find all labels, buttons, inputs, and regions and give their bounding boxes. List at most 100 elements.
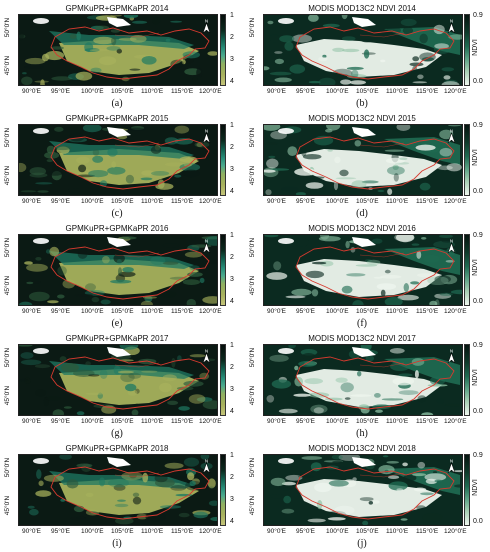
longitude-label: 100°0'E [81, 88, 104, 95]
longitude-label: 100°0'E [81, 198, 104, 205]
texture-patch [125, 383, 137, 392]
ndvi-panel-5: MODIS MOD13C2 NDVI 2018 N 50°0'N 45°0'N 90°0… [245, 442, 490, 552]
longitude-label: 90°0'E [22, 528, 42, 535]
country-boundary [295, 246, 455, 300]
texture-patch [412, 65, 418, 74]
texture-patch [187, 472, 195, 481]
panel-title: MODIS MOD13C2 NDVI 2015 [308, 114, 416, 123]
map-frame: N [18, 234, 218, 306]
texture-patch [381, 398, 404, 401]
texture-patch [132, 492, 140, 497]
colorbar-tick-label: 3 [230, 276, 234, 283]
snow-patch [107, 457, 131, 467]
texture-patch [394, 235, 414, 242]
ndvi-colorbar [464, 454, 470, 526]
colorbar-tick-label: 3 [230, 386, 234, 393]
panel-title: GPMKuPR+GPMKaPR 2015 [65, 114, 169, 123]
texture-patch [24, 65, 44, 69]
texture-patch [327, 517, 346, 521]
texture-patch [349, 80, 366, 85]
texture-patch [445, 345, 462, 350]
latitude-label: 45°0'N [249, 385, 257, 406]
longitude-label: 120°0'E [199, 418, 222, 425]
north-label: N [205, 19, 208, 24]
texture-patch [322, 54, 327, 59]
texture-patch [452, 470, 462, 473]
texture-patch [181, 59, 186, 65]
panel-title: MODIS MOD13C2 NDVI 2018 [308, 444, 416, 453]
texture-patch [154, 408, 158, 415]
texture-patch [415, 144, 436, 151]
texture-patch [48, 238, 59, 245]
map-frame: N [18, 14, 218, 86]
texture-patch [432, 287, 451, 295]
latitude-label: 45°0'N [249, 55, 257, 76]
texture-patch [102, 256, 110, 264]
longitude-label: 110°0'E [141, 418, 164, 425]
colorbar-label: NDVI [471, 149, 479, 166]
texture-patch [78, 164, 87, 173]
latitude-label: 50°0'N [249, 127, 257, 148]
texture-patch [396, 235, 415, 243]
texture-patch [387, 166, 405, 176]
north-label: N [450, 239, 453, 244]
map-frame: N [263, 344, 463, 416]
north-arrow-icon: N [202, 129, 211, 144]
texture-patch [106, 46, 121, 51]
texture-patch [24, 261, 33, 265]
texture-patch [295, 192, 306, 195]
map-image [264, 235, 462, 305]
texture-patch [419, 52, 436, 62]
texture-patch [384, 297, 403, 305]
texture-patch [387, 188, 393, 195]
texture-patch [196, 67, 203, 78]
longitude-label: 105°0'E [356, 198, 379, 205]
texture-patch [266, 272, 288, 280]
texture-patch [59, 455, 72, 460]
longitude-label: 95°0'E [296, 308, 316, 315]
texture-patch [192, 76, 198, 82]
texture-patch [179, 163, 201, 172]
texture-patch [189, 480, 196, 486]
texture-patch [311, 261, 327, 265]
map-image [19, 455, 217, 525]
texture-patch [51, 76, 73, 81]
latitude-label: 45°0'N [249, 495, 257, 516]
texture-patch [432, 471, 438, 474]
colorbar-tick-label: 1 [230, 122, 234, 129]
texture-patch [183, 457, 200, 467]
texture-patch [116, 259, 122, 265]
texture-patch [85, 361, 91, 366]
longitude-label: 120°0'E [199, 88, 222, 95]
texture-patch [116, 48, 123, 54]
classification-panel-1: GPMKuPR+GPMKaPR 2014 N 50°0'N 45°0'N 90°0'E 9… [0, 2, 245, 112]
longitude-label: 115°0'E [171, 418, 194, 425]
longitude-label: 100°0'E [81, 308, 104, 315]
texture-patch [315, 293, 328, 297]
texture-patch [314, 482, 332, 493]
colorbar-tick-label: 3 [230, 166, 234, 173]
texture-patch [420, 492, 434, 496]
panel-title: GPMKuPR+GPMKaPR 2016 [65, 224, 169, 233]
texture-patch [350, 394, 372, 397]
texture-patch [21, 76, 33, 85]
texture-patch [208, 500, 217, 506]
longitude-label: 120°0'E [444, 528, 467, 535]
longitude-label: 105°0'E [111, 418, 134, 425]
north-arrow-icon: N [447, 239, 456, 254]
texture-patch [437, 165, 453, 171]
texture-patch [84, 42, 94, 53]
texture-patch [417, 461, 426, 469]
texture-patch [25, 57, 46, 65]
texture-patch [52, 409, 64, 415]
texture-patch [60, 363, 79, 373]
texture-patch [47, 300, 59, 304]
texture-patch [129, 473, 137, 479]
longitude-label: 110°0'E [386, 308, 409, 315]
texture-patch [444, 403, 462, 407]
latitude-label: 50°0'N [249, 347, 257, 368]
map-frame: N [18, 454, 218, 526]
colorbar-tick-label: 0.0 [473, 78, 483, 85]
texture-patch [366, 259, 381, 265]
longitude-label: 90°0'E [267, 88, 287, 95]
